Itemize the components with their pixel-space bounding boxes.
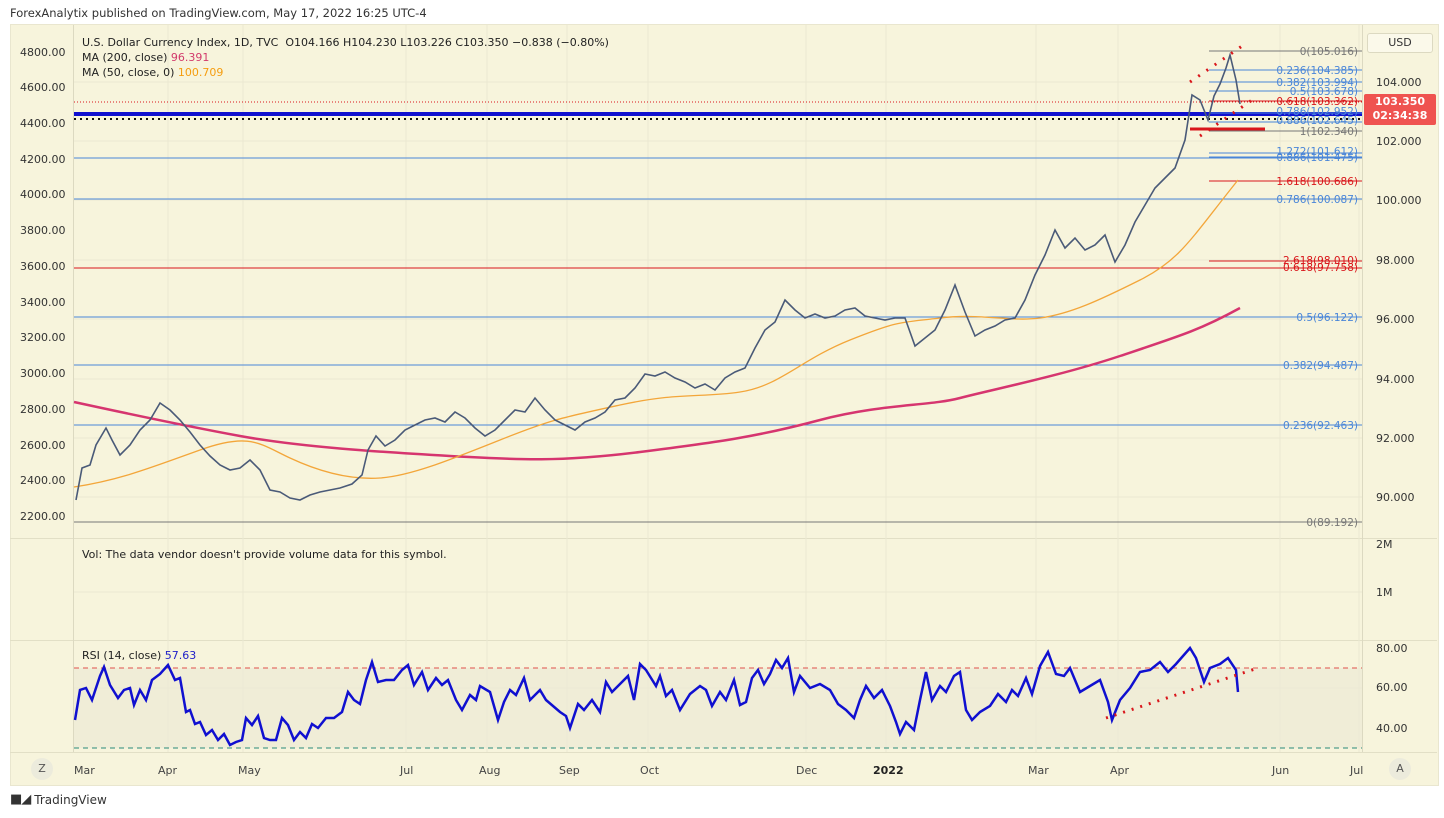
chart-frame[interactable] (10, 24, 1439, 786)
lower-channel-dots (1199, 96, 1256, 138)
x-tick: Sep (559, 764, 580, 777)
horizontal-levels (74, 101, 1362, 523)
grid-lines (74, 25, 1362, 752)
right-tick: 96.000 (1376, 313, 1415, 326)
left-tick: 3400.00 (20, 296, 66, 309)
volume-note: Vol: The data vendor doesn't provide vol… (82, 548, 447, 561)
volume-tick: 1M (1376, 586, 1393, 599)
right-tick: 98.000 (1376, 254, 1415, 267)
left-tick: 4800.00 (20, 46, 66, 59)
rsi-tick: 80.00 (1376, 642, 1408, 655)
ma200-legend[interactable]: MA (200, close) 96.391 (82, 51, 210, 64)
svg-text:0.236(92.463): 0.236(92.463) (1283, 420, 1358, 432)
ma50-line (73, 179, 1239, 488)
x-tick: Apr (1110, 764, 1130, 777)
x-tick: Mar (74, 764, 95, 777)
svg-text:1.272(101.612): 1.272(101.612) (1276, 146, 1358, 158)
fib-labels: 0(105.016) 0.236(104.385) 0.382(103.994)… (1276, 46, 1358, 529)
x-tick: May (238, 764, 261, 777)
x-tick-year: 2022 (873, 764, 904, 777)
svg-text:0(105.016): 0(105.016) (1300, 46, 1358, 58)
rsi-line (73, 645, 1240, 747)
x-tick: Oct (640, 764, 660, 777)
volume-tick: 2M (1376, 538, 1393, 551)
left-tick: 4200.00 (20, 153, 66, 166)
right-tick: 92.000 (1376, 432, 1415, 445)
x-tick: Dec (796, 764, 818, 777)
svg-text:1.618(100.686): 1.618(100.686) (1276, 176, 1358, 188)
svg-text:0.5(103.678): 0.5(103.678) (1290, 86, 1358, 98)
svg-text:1(102.340): 1(102.340) (1300, 126, 1358, 138)
ma50-value: 100.709 (177, 66, 224, 79)
right-tick: 104.000 (1376, 76, 1422, 89)
svg-text:0.786(100.087): 0.786(100.087) (1276, 194, 1358, 206)
tradingview-brand[interactable]: ■◢ TradingView (10, 792, 107, 807)
last-price-tag: 103.350 02:34:38 (1364, 94, 1436, 125)
currency-button[interactable]: USD (1367, 33, 1433, 53)
rsi-value: 57.63 (164, 649, 197, 662)
svg-text:0.5(96.122): 0.5(96.122) (1296, 312, 1358, 324)
right-price-axis[interactable] (1362, 25, 1438, 752)
symbol-title[interactable]: U.S. Dollar Currency Index, 1D, TVC (82, 36, 279, 49)
right-tick: 100.000 (1376, 194, 1422, 207)
svg-text:0.618(97.758): 0.618(97.758) (1283, 262, 1358, 274)
x-tick: Jul (1350, 764, 1364, 777)
svg-text:0.236(104.385): 0.236(104.385) (1276, 65, 1358, 77)
auto-scale-button[interactable]: A (1389, 758, 1411, 780)
left-tick: 4400.00 (20, 117, 66, 130)
x-tick: Aug (479, 764, 501, 777)
left-tick: 2800.00 (20, 403, 66, 416)
rsi-band-fill (74, 668, 1362, 748)
svg-text:0(89.192): 0(89.192) (1306, 517, 1358, 529)
left-tick: 2400.00 (20, 474, 66, 487)
bar-countdown: 02:34:38 (1372, 109, 1428, 122)
rsi-tick: 40.00 (1376, 722, 1408, 735)
pane-divider-time (10, 752, 1437, 753)
ma200-value: 96.391 (170, 51, 210, 64)
left-price-axis[interactable] (10, 25, 74, 752)
svg-text:0.886(101.475): 0.886(101.475) (1276, 152, 1358, 164)
upper-channel-dots (1189, 42, 1246, 84)
right-tick: 102.000 (1376, 135, 1422, 148)
ma50-legend[interactable]: MA (50, close, 0) 100.709 (82, 66, 224, 79)
right-tick: 94.000 (1376, 373, 1415, 386)
left-tick: 3000.00 (20, 367, 66, 380)
publisher-line: ForexAnalytix published on TradingView.c… (10, 6, 427, 20)
zoom-reset-button[interactable]: Z (31, 758, 53, 780)
left-tick: 4600.00 (20, 81, 66, 94)
svg-text:0.618(103.362): 0.618(103.362) (1276, 96, 1358, 108)
main-legend: U.S. Dollar Currency Index, 1D, TVC O104… (82, 35, 609, 80)
left-tick: 3200.00 (20, 331, 66, 344)
price-path (75, 51, 1241, 501)
svg-text:0.382(103.994): 0.382(103.994) (1276, 77, 1358, 89)
left-tick: 4000.00 (20, 188, 66, 201)
x-tick: Jun (1272, 764, 1290, 777)
left-tick: 2200.00 (20, 510, 66, 523)
left-tick: 3800.00 (20, 224, 66, 237)
x-tick: Jul (400, 764, 414, 777)
rsi-tick: 60.00 (1376, 681, 1408, 694)
rsi-legend[interactable]: RSI (14, close) 57.63 (82, 649, 197, 662)
ohlc-values: O104.166 H104.230 L103.226 C103.350 −0.8… (285, 36, 609, 49)
x-tick: Mar (1028, 764, 1049, 777)
x-tick: Apr (158, 764, 178, 777)
left-tick: 3600.00 (20, 260, 66, 273)
right-tick: 90.000 (1376, 491, 1415, 504)
pane-divider-volume[interactable] (10, 538, 1437, 539)
pane-divider-rsi[interactable] (10, 640, 1437, 641)
svg-text:0.382(94.487): 0.382(94.487) (1283, 360, 1358, 372)
tradingview-logo-icon: ■◢ (10, 792, 31, 807)
svg-text:0.786(102.952): 0.786(102.952) (1276, 106, 1358, 118)
left-tick: 2600.00 (20, 439, 66, 452)
ma200-line (73, 306, 1241, 461)
svg-text:2.618(98.010): 2.618(98.010) (1283, 255, 1358, 267)
svg-text:0.886(102.645): 0.886(102.645) (1276, 115, 1358, 127)
fib-levels (1190, 50, 1362, 262)
